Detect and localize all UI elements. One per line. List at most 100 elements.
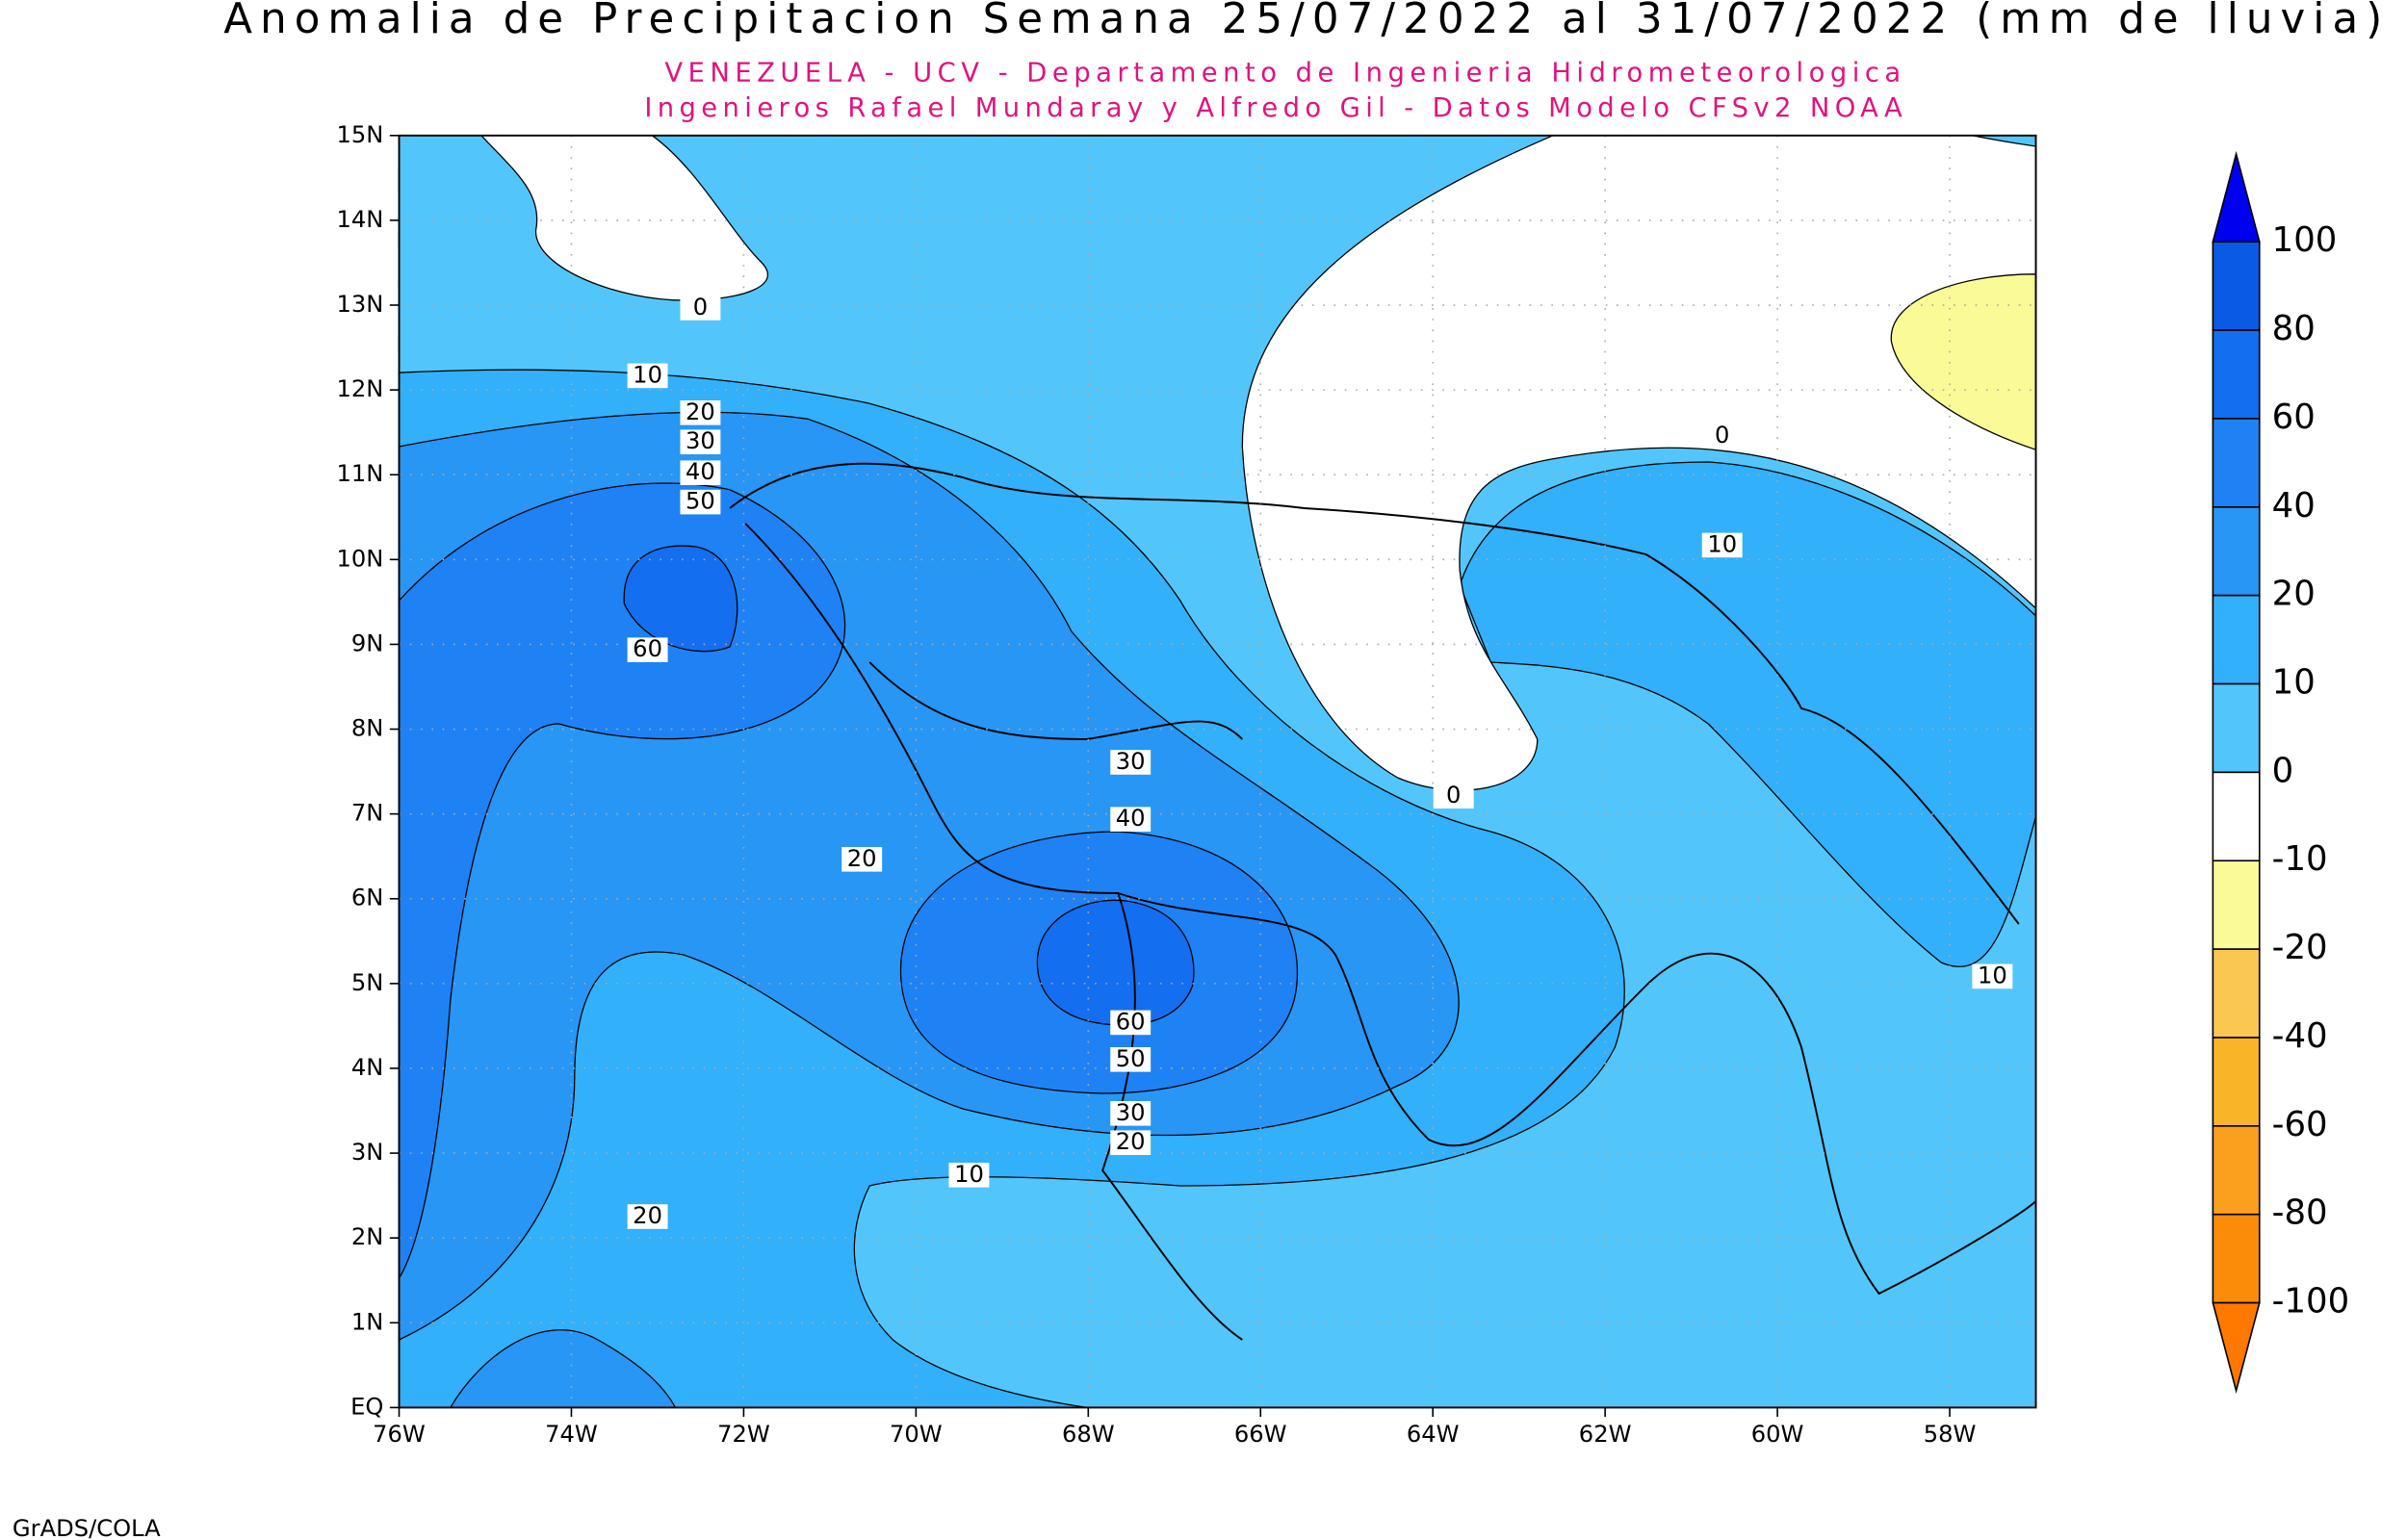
y-tick-label: 10N [337,545,384,572]
contour-label-bg [841,847,883,872]
contour-label: 60 [1116,1008,1146,1035]
map-frame [398,134,2037,1409]
colorbar-box [2212,418,2261,508]
contour-label: 30 [686,427,715,454]
contour-label-bg [680,489,721,515]
shaded-region [449,1329,677,1409]
x-tick-label: 66W [1234,1421,1287,1448]
colorbar-label: 80 [2272,309,2316,348]
x-tick-label: 64W [1407,1421,1460,1448]
colorbar-box [2212,1125,2261,1216]
contour-label: 0 [693,294,708,321]
shaded-region [623,545,738,653]
colorbar-label: -60 [2272,1105,2328,1144]
contour-label-bg [948,1163,990,1188]
colorbar-box [2212,948,2261,1039]
contour-label: 30 [1116,748,1146,775]
contour-label-bg [627,363,668,389]
colorbar-label: -100 [2272,1282,2350,1322]
contour-label: 10 [1978,962,2007,988]
y-tick-label: 5N [351,969,383,996]
contour-label: 10 [633,361,662,388]
footer: GrADS/COLA [13,1515,161,1540]
y-tick-label: 15N [337,121,384,148]
colorbar-label: 100 [2272,220,2338,260]
subtitle: Ingenieros Rafael Mundaray y Alfredo Gil… [644,93,1902,123]
colorbar-box [2212,329,2261,420]
colorbar-label: -10 [2272,839,2328,879]
contour-label: 40 [686,458,715,485]
y-tick-label: 8N [351,715,383,742]
colorbar-box [2212,594,2261,685]
border-line [868,661,1244,740]
x-tick-label: 62W [1579,1421,1632,1448]
x-tick-label: 60W [1751,1421,1804,1448]
colorbar-box [2212,506,2261,597]
contour-label-bg [680,460,721,485]
contour-label-bg [1110,807,1152,832]
colorbar-box [2212,860,2261,950]
shaded-region [1241,135,2037,791]
y-tick-label: 3N [351,1139,383,1166]
contour-label-bg [1110,1047,1152,1072]
colorbar-label: 60 [2272,398,2316,437]
y-tick-label: 12N [337,375,384,402]
y-tick-label: 11N [337,460,384,487]
border-line [744,523,1243,1341]
colorbar-triangle [2212,1301,2261,1394]
contour-label-bg [1110,1101,1152,1126]
contour-label-bg [1110,1130,1152,1155]
shaded-region [1036,899,1195,1026]
colorbar-label: -40 [2272,1016,2328,1056]
border-line [729,462,2020,925]
shaded-region [1459,461,2037,967]
map-area: 76W 74W 72W 70W 68W 66W 64W 62W 60W 58W EQ 1N 2N 3N 4N… [337,121,2037,1448]
contour-label-bg [680,429,721,454]
y-tick-label: 2N [351,1223,383,1250]
x-tick-label: 58W [1924,1421,1977,1448]
shaded-region [1890,273,2037,451]
colorbar-triangle [2212,150,2261,243]
y-tick-label: 13N [337,291,384,318]
contour-label: 40 [1116,805,1146,832]
contour-label-bg [1701,424,1743,449]
contour-label-bg [1701,532,1743,558]
contour-label-bg [1433,783,1474,808]
colorbar-label: 0 [2272,751,2294,790]
colorbar-label: -20 [2272,928,2328,967]
contour-label-bg [627,1204,668,1229]
contour-label: 20 [686,398,715,425]
colorbar-label: 40 [2272,486,2316,526]
contour-label: 20 [1116,1128,1146,1155]
colorbar-box [2212,1037,2261,1127]
y-tick-label: EQ [350,1393,383,1420]
contour-label-bg [1110,750,1152,775]
x-tick-label: 70W [890,1421,943,1448]
x-tick-label: 72W [717,1421,770,1448]
y-tick-label: 1N [351,1308,383,1335]
x-tick-label: 76W [373,1421,426,1448]
colorbar-box [2212,241,2261,331]
colorbar-box [2212,771,2261,862]
shaded-region [398,482,846,1281]
contour-label-bg [680,400,721,425]
contour-label: 0 [1446,782,1461,808]
contour-label: 50 [686,488,715,515]
title: Anomalia de Precipitacion Semana 25/07/2… [223,0,2382,43]
contour-label: 0 [1715,422,1729,449]
y-tick-label: 4N [351,1054,383,1081]
y-tick-label: 9N [351,630,383,657]
y-tick-label: 6N [351,885,383,911]
contour-label-bg [1972,963,2013,989]
x-tick-label: 74W [545,1421,598,1448]
y-tick-label: 7N [351,800,383,827]
x-tick-label: 68W [1062,1421,1115,1448]
subtitle: VENEZUELA - UCV - Departamento de Ingeni… [664,58,1901,88]
contour-label-bg [680,295,721,321]
contour-label: 60 [633,635,662,662]
contour-label-bg [627,637,668,662]
contour-label: 10 [954,1161,984,1188]
contour-label: 50 [1116,1045,1146,1072]
